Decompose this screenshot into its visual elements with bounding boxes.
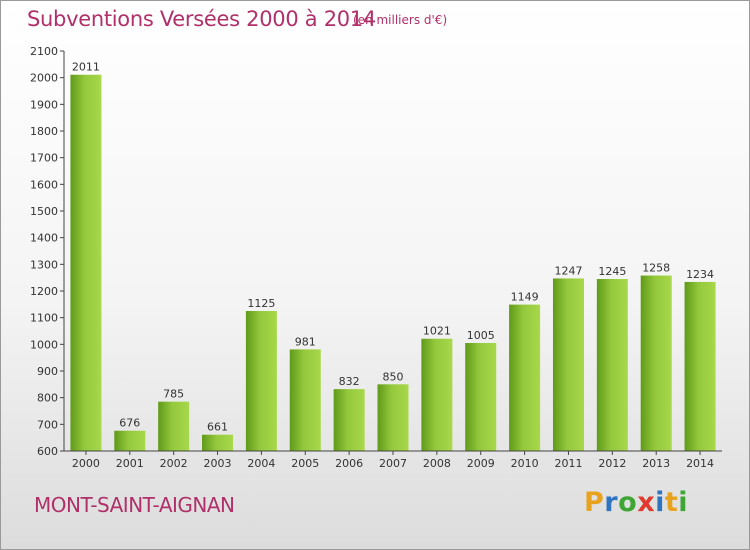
x-tick-label-2010: 2010 [511, 457, 539, 470]
x-tick-label-2008: 2008 [423, 457, 451, 470]
bar-2001 [114, 430, 146, 451]
value-label-2000: 2011 [72, 61, 100, 74]
y-tick-label: 1100 [30, 312, 58, 325]
y-tick-label: 1300 [30, 258, 58, 271]
x-tick-label-2007: 2007 [379, 457, 407, 470]
y-axis: 600 700 800 900 1000 1100 1200 1300 1400 1500 1600… [30, 45, 65, 458]
logo-letter: i [655, 487, 665, 518]
x-tick-label-2004: 2004 [247, 457, 275, 470]
value-label-2012: 1245 [598, 265, 626, 278]
value-label-2005: 981 [295, 335, 316, 348]
value-label-2013: 1258 [642, 262, 670, 275]
x-axis: 2000 2001 2002 2003 2004 2005 2006 2007 2008 2009… [64, 450, 722, 470]
value-label-2006: 832 [339, 375, 360, 388]
value-label-2001: 676 [119, 417, 140, 430]
y-tick-label: 2000 [30, 72, 58, 85]
chart-title: Subventions Versées 2000 à 2014 [27, 7, 376, 31]
x-tick-label-2000: 2000 [72, 457, 100, 470]
y-tick-label: 800 [37, 392, 58, 405]
bar-2008 [421, 338, 453, 451]
y-tick-label: 1800 [30, 125, 58, 138]
y-tick-label: 1600 [30, 178, 58, 191]
y-tick-label: 1900 [30, 98, 58, 111]
x-tick-label-2014: 2014 [686, 457, 714, 470]
bar-2004 [245, 311, 277, 451]
logo-letter: x [637, 487, 656, 518]
y-tick-label: 1500 [30, 205, 58, 218]
bar-2002 [158, 401, 190, 451]
bar-2012 [596, 279, 628, 451]
y-tick-label: 900 [37, 365, 58, 378]
value-label-2014: 1234 [686, 268, 714, 281]
y-tick-label: 600 [37, 445, 58, 458]
x-tick-label-2003: 2003 [204, 457, 232, 470]
value-label-2010: 1149 [511, 291, 539, 304]
bar-2014 [684, 281, 716, 451]
value-label-2011: 1247 [554, 264, 582, 277]
bars-group: 2011 676 785 661 1125 981 832 850 1021 1005 1149 12… [70, 61, 716, 451]
bar-2006 [333, 389, 365, 451]
bar-2000 [70, 74, 102, 451]
chart-units: (en milliers d'€) [353, 13, 448, 27]
x-tick-label-2002: 2002 [160, 457, 188, 470]
logo-letter: r [604, 487, 619, 518]
logo-letter: P [584, 487, 605, 518]
bar-2003 [202, 434, 234, 451]
y-tick-label: 1400 [30, 232, 58, 245]
bar-2009 [465, 343, 497, 451]
logo-letter: t [664, 487, 679, 518]
x-tick-label-2001: 2001 [116, 457, 144, 470]
value-label-2003: 661 [207, 421, 228, 434]
proxiti-logo: Proxiti [584, 487, 688, 518]
bar-2013 [640, 275, 672, 451]
x-tick-label-2013: 2013 [642, 457, 670, 470]
bar-2005 [289, 349, 321, 451]
bar-2011 [552, 278, 584, 451]
bar-2007 [377, 384, 409, 451]
x-tick-label-2012: 2012 [598, 457, 626, 470]
x-tick-label-2009: 2009 [467, 457, 495, 470]
value-label-2007: 850 [383, 370, 404, 383]
logo-letter: i [678, 487, 689, 518]
y-tick-label: 2100 [30, 45, 58, 58]
commune-name: MONT-SAINT-AIGNAN [34, 493, 235, 517]
value-label-2008: 1021 [423, 325, 451, 338]
y-tick-label: 1700 [30, 152, 58, 165]
value-label-2004: 1125 [247, 297, 275, 310]
y-tick-label: 700 [37, 418, 58, 431]
y-tick-label: 1000 [30, 338, 58, 351]
value-label-2009: 1005 [467, 329, 495, 342]
x-tick-label-2005: 2005 [291, 457, 319, 470]
x-tick-label-2011: 2011 [554, 457, 582, 470]
bar-2010 [509, 304, 541, 451]
logo-letter: o [618, 487, 638, 518]
y-tick-label: 1200 [30, 285, 58, 298]
value-label-2002: 785 [163, 388, 184, 401]
x-tick-label-2006: 2006 [335, 457, 363, 470]
